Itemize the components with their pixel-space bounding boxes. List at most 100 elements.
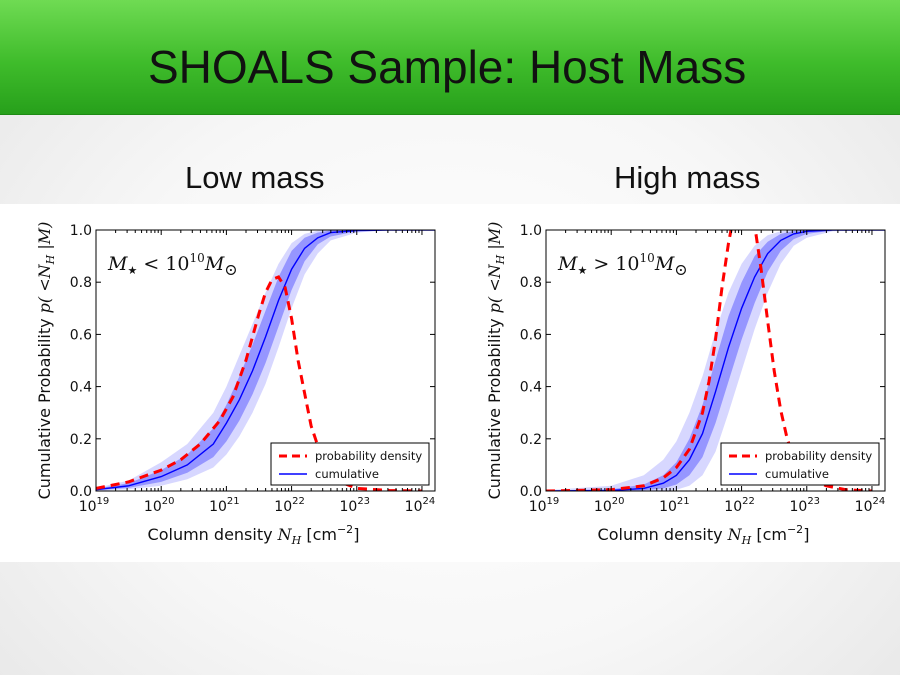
annotation-sun: ⊙ (674, 260, 687, 279)
annotation-sun: ⊙ (224, 260, 237, 279)
slide-title: SHOALS Sample: Host Mass (148, 41, 747, 93)
x-tick-exponent: 23 (807, 496, 820, 507)
x-axis-label-symbol: N (727, 525, 743, 544)
x-tick-base: 10 (79, 499, 97, 515)
annotation-exponent: 10 (190, 251, 205, 265)
y-tick-label: 0.2 (520, 432, 542, 448)
x-tick-base: 10 (659, 499, 677, 515)
legend-label-probability-density: probability density (315, 449, 422, 463)
cumulative-band-outer (96, 230, 435, 491)
subtitle-high-mass: High mass (614, 160, 761, 195)
y-axis-label-text: Cumulative Probability (485, 313, 504, 499)
subtitle-low-mass: Low mass (185, 160, 325, 195)
x-tick-base: 10 (144, 499, 162, 515)
x-tick-label: 1019 (79, 496, 110, 515)
x-tick-label: 1023 (789, 496, 820, 515)
x-tick-exponent: 22 (742, 496, 755, 507)
x-axis-label-unit-exponent: −2 (337, 523, 353, 536)
x-axis-label-text: Column density (148, 525, 278, 544)
annotation-relation: > (587, 253, 615, 275)
x-tick-exponent: 19 (547, 496, 560, 507)
x-tick-base: 10 (405, 499, 423, 515)
y-axis-label: Cumulative Probability p( <NH |M) (35, 222, 57, 500)
y-axis-label-subscript: H (494, 254, 507, 265)
x-tick-base: 10 (339, 499, 357, 515)
x-tick-label: 1024 (855, 496, 886, 515)
legend-box (720, 442, 880, 486)
y-axis-label-math: p( <N (35, 263, 54, 313)
x-tick-base: 10 (594, 499, 612, 515)
x-tick-base: 10 (209, 499, 227, 515)
annotation-star: ★ (577, 264, 587, 277)
x-tick-exponent: 22 (292, 496, 305, 507)
legend-label-cumulative: cumulative (315, 467, 379, 481)
y-tick-label: 0.4 (520, 380, 542, 396)
y-tick-label: 0.6 (70, 327, 92, 343)
x-tick-exponent: 21 (677, 496, 690, 507)
y-tick-label: 0.6 (520, 327, 542, 343)
x-tick-label: 1021 (659, 496, 690, 515)
legend-label-cumulative: cumulative (765, 467, 829, 481)
x-axis-label-subscript: H (741, 534, 752, 547)
annotation-m: M (557, 253, 578, 275)
y-axis-label-tail: |M) (35, 222, 54, 255)
x-axis-label-unit-exponent: −2 (787, 523, 803, 536)
cumulative-line (96, 230, 435, 491)
x-tick-exponent: 24 (423, 496, 436, 507)
y-axis-label-math: p( <N (485, 263, 504, 313)
x-tick-exponent: 24 (873, 496, 886, 507)
y-tick-label: 0.2 (70, 432, 92, 448)
x-axis-label-unit-close: ] (803, 525, 809, 544)
x-tick-exponent: 21 (227, 496, 240, 507)
legend-box (270, 442, 430, 486)
x-axis-label-unit: [cm (301, 525, 337, 544)
x-tick-exponent: 23 (357, 496, 370, 507)
annotation-star: ★ (127, 264, 137, 277)
cumulative-band-inner (96, 230, 435, 491)
x-tick-base: 10 (855, 499, 873, 515)
x-tick-base: 10 (789, 499, 807, 515)
title-bar: SHOALS Sample: Host Mass (0, 0, 900, 115)
x-axis-label: Column density NH [cm−2] (148, 523, 360, 547)
y-tick-label: 0.4 (70, 380, 92, 396)
plot-series-group (546, 230, 885, 491)
x-axis-label-text: Column density (598, 525, 728, 544)
annotation-value: 10 (615, 253, 639, 275)
x-tick-label: 1024 (405, 496, 436, 515)
x-tick-label: 1020 (144, 496, 175, 515)
cumulative-band-inner (546, 230, 885, 491)
annotation-exponent: 10 (640, 251, 655, 265)
x-axis-label-subscript: H (291, 534, 302, 547)
annotation-unit: M (204, 253, 225, 275)
cumulative-band-outer (546, 230, 885, 491)
mass-annotation: M★ > 1010M⊙ (557, 251, 688, 279)
y-tick-label: 1.0 (70, 223, 92, 239)
y-tick-label: 0.0 (70, 484, 92, 500)
annotation-relation: < (137, 253, 165, 275)
x-tick-label: 1022 (724, 496, 755, 515)
x-tick-exponent: 20 (162, 496, 175, 507)
probability-density-line (546, 230, 873, 491)
y-tick-label: 0.8 (70, 275, 92, 291)
y-axis-label-tail: |M) (485, 222, 504, 255)
cumulative-line (546, 230, 885, 491)
y-tick-label: 0.8 (520, 275, 542, 291)
y-axis-label-subscript: H (44, 254, 57, 265)
x-tick-base: 10 (724, 499, 742, 515)
x-axis-label-symbol: N (277, 525, 293, 544)
x-tick-base: 10 (529, 499, 547, 515)
y-axis-label: Cumulative Probability p( <NH |M) (485, 222, 507, 500)
x-axis-label-unit-close: ] (353, 525, 359, 544)
y-axis-label-text: Cumulative Probability (35, 313, 54, 499)
y-tick-label: 0.0 (520, 484, 542, 500)
x-tick-label: 1019 (529, 496, 560, 515)
x-tick-label: 1021 (209, 496, 240, 515)
mass-annotation: M★ < 1010M⊙ (107, 251, 238, 279)
x-tick-label: 1022 (274, 496, 305, 515)
x-axis-label: Column density NH [cm−2] (598, 523, 810, 547)
x-tick-exponent: 19 (97, 496, 110, 507)
legend-label-probability-density: probability density (765, 449, 872, 463)
x-tick-exponent: 20 (612, 496, 625, 507)
annotation-m: M (107, 253, 128, 275)
